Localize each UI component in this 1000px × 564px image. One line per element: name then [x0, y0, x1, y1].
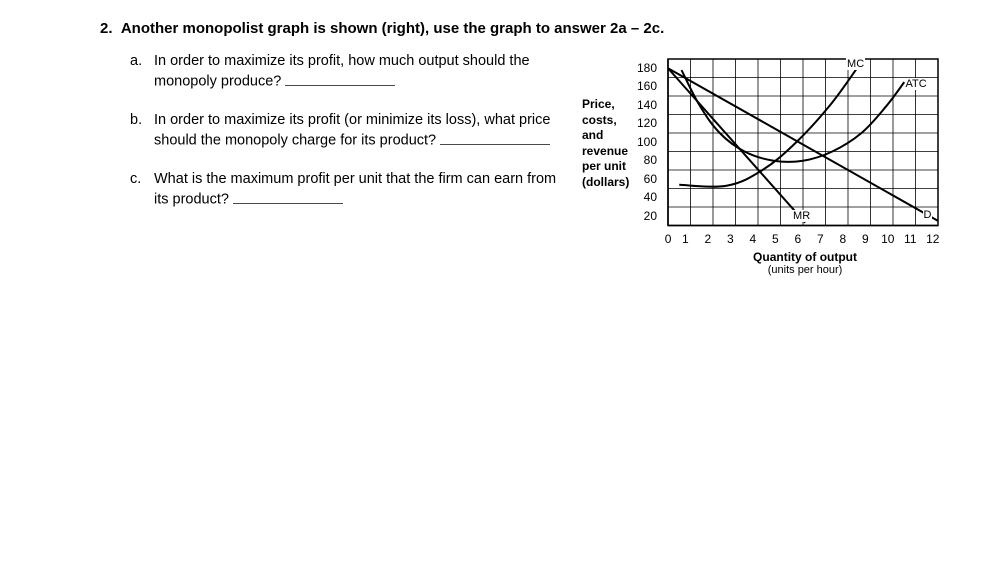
question-item: c.What is the maximum profit per unit th…: [130, 169, 570, 210]
y-axis-ticks: 18016014012010080604020: [637, 59, 657, 226]
curve-label-mr: MR: [792, 210, 811, 222]
curve-label-d: D: [923, 209, 933, 221]
curve-label-mc: MC: [846, 58, 865, 70]
x-axis-subtitle: (units per hour): [660, 264, 950, 276]
x-axis-ticks: 0123456789101112: [658, 232, 944, 246]
answer-blank[interactable]: [285, 71, 395, 86]
content-row: a.In order to maximize its profit, how m…: [100, 51, 940, 276]
question-item: b.In order to maximize its profit (or mi…: [130, 110, 570, 151]
question-text: What is the maximum profit per unit that…: [154, 169, 570, 210]
question-title: 2. Another monopolist graph is shown (ri…: [100, 20, 940, 37]
chart-area: Price,costs,andrevenueper unit(dollars) …: [582, 51, 950, 276]
chart: MC ATC MR D: [660, 51, 946, 230]
y-axis-label: Price,costs,andrevenueper unit(dollars): [582, 97, 637, 191]
question-text: In order to maximize its profit (or mini…: [154, 110, 570, 151]
question-list: a.In order to maximize its profit, how m…: [100, 51, 570, 228]
answer-blank[interactable]: [440, 130, 550, 145]
x-axis-title: Quantity of output: [660, 250, 950, 264]
question-item: a.In order to maximize its profit, how m…: [130, 51, 570, 92]
question-letter: a.: [130, 51, 154, 71]
answer-blank[interactable]: [233, 189, 343, 204]
question-letter: c.: [130, 169, 154, 189]
question-text: In order to maximize its profit, how muc…: [154, 51, 570, 92]
curve-label-atc: ATC: [905, 78, 928, 90]
question-letter: b.: [130, 110, 154, 130]
